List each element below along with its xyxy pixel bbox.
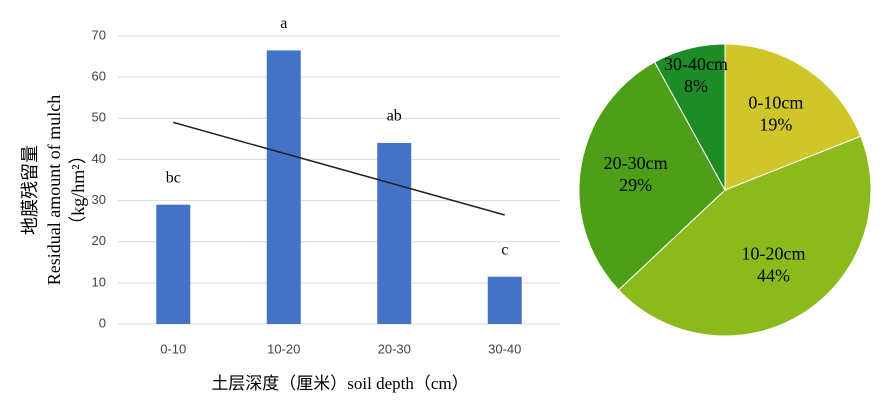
slice-label: 0-10cm (748, 92, 803, 112)
x-tick-label: 0-10 (160, 341, 186, 356)
slice-label: 30-40cm (664, 54, 728, 74)
x-tick-label: 20-30 (378, 341, 411, 356)
bar (377, 142, 412, 324)
y-axis-label: （kg/hm²） (68, 146, 88, 233)
slice-value: 29% (619, 175, 652, 195)
slice-label: 10-20cm (742, 244, 806, 264)
x-tick-label: 30-40 (488, 341, 521, 356)
slice-value: 8% (684, 76, 708, 96)
bar (156, 204, 191, 324)
slice-value: 19% (759, 114, 792, 134)
y-tick-label: 10 (92, 274, 106, 289)
annotation: a (280, 15, 287, 32)
y-tick-label: 30 (92, 192, 106, 207)
y-tick-label: 60 (92, 69, 106, 84)
x-axis-label: 土层深度（厘米）soil depth（cm） (211, 374, 468, 393)
pie-slice (578, 61, 726, 291)
x-tick-label: 10-20 (267, 341, 300, 356)
bar (266, 50, 301, 325)
y-tick-label: 20 (92, 233, 106, 248)
y-tick-label: 0 (99, 315, 106, 330)
pie-slice (617, 135, 872, 337)
slice-label: 20-30cm (604, 153, 668, 173)
pie-slice (724, 43, 862, 191)
annotation: bc (166, 169, 181, 186)
y-axis-label: 地膜残留量 (20, 145, 40, 235)
y-tick-label: 70 (92, 27, 106, 42)
slice-value: 44% (757, 266, 790, 286)
y-tick-label: 40 (92, 151, 106, 166)
trendline (173, 121, 505, 216)
bar (487, 276, 522, 324)
y-tick-label: 50 (92, 110, 106, 125)
pie-slice (653, 43, 726, 191)
annotation: ab (387, 108, 402, 125)
annotation: c (501, 241, 508, 258)
y-axis-label: Residual amount of mulch (44, 95, 64, 285)
